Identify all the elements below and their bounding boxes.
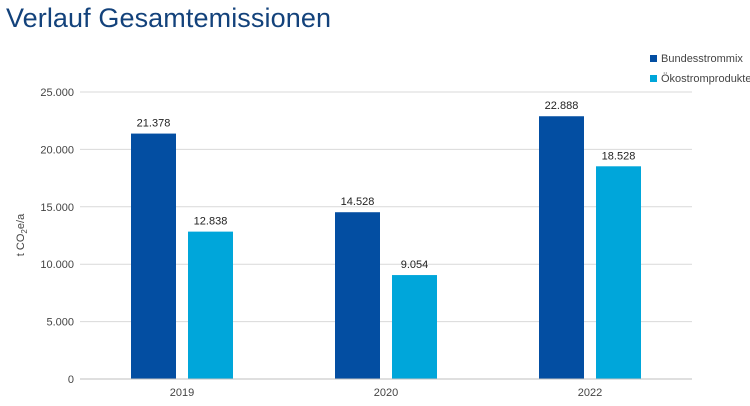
y-axis-label-subscript: 2 xyxy=(20,229,29,234)
chart-title: Verlauf Gesamtemissionen xyxy=(6,3,332,33)
y-tick-label: 15.000 xyxy=(40,202,74,214)
legend: Bundesstrommix Ökostromprodukte xyxy=(650,53,750,85)
data-label: 18.528 xyxy=(602,150,636,162)
data-label: 22.888 xyxy=(545,100,579,112)
x-tick-label: 2019 xyxy=(170,387,194,399)
y-axis-label-suffix: e/a xyxy=(15,213,27,229)
bar-2019-0 xyxy=(131,133,176,379)
legend-swatch xyxy=(650,55,657,62)
data-label: 12.838 xyxy=(194,216,228,228)
data-label: 21.378 xyxy=(137,118,171,130)
y-tick-label: 5.000 xyxy=(46,317,74,329)
y-tick-label: 20.000 xyxy=(40,144,74,156)
x-tick-label: 2022 xyxy=(578,387,602,399)
data-labels: 21.378 12.838 14.528 9.054 22.888 18.528 xyxy=(137,100,636,271)
grid-lines xyxy=(80,91,692,323)
bar-2022-0 xyxy=(539,116,584,379)
bar-2019-1 xyxy=(188,231,233,379)
y-tick-label: 0 xyxy=(68,374,74,386)
y-tick-label: 25.000 xyxy=(40,87,74,99)
y-axis-label-unit: t CO xyxy=(15,233,27,256)
y-axis-label: t CO2e/a xyxy=(15,213,29,256)
bars xyxy=(131,116,641,379)
bar-2022-1 xyxy=(596,166,641,379)
y-tick-label: 10.000 xyxy=(40,259,74,271)
legend-label: Ökostromprodukte xyxy=(661,73,750,85)
data-label: 14.528 xyxy=(341,196,375,208)
bar-2020-1 xyxy=(392,275,437,379)
legend-swatch xyxy=(650,75,657,82)
data-label: 9.054 xyxy=(401,259,429,271)
axes: 0 5.000 10.000 15.000 20.000 25.000 2019 2020 20… xyxy=(40,87,692,399)
x-tick-label: 2020 xyxy=(374,387,398,399)
legend-label: Bundesstrommix xyxy=(661,53,743,65)
bar-2020-0 xyxy=(335,212,380,379)
